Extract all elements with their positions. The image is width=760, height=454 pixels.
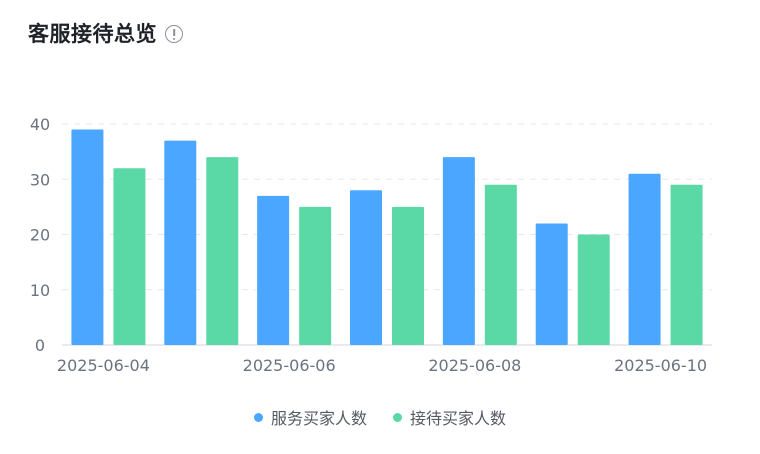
bar-received-buyers-2025-06-08[interactable] (484, 184, 517, 345)
info-icon[interactable] (165, 25, 183, 43)
bar-service-buyers-2025-06-06[interactable] (257, 195, 290, 345)
legend-dot-service-buyers (253, 412, 263, 422)
bar-service-buyers-2025-06-04[interactable] (71, 129, 104, 345)
x-tick-label-2025-06-04: 2025-06-04 (57, 356, 150, 375)
bar-received-buyers-2025-06-09[interactable] (577, 234, 610, 346)
y-tick-label-30: 30 (30, 170, 50, 189)
bar-received-buyers-2025-06-07[interactable] (392, 206, 424, 345)
x-tick-label-2025-06-10: 2025-06-10 (614, 356, 707, 375)
legend-item-service-buyers[interactable]: 服务买家人数 (253, 405, 367, 429)
chart-legend: 服务买家人数 接待买家人数 (0, 405, 760, 429)
x-tick-label-2025-06-06: 2025-06-06 (243, 356, 336, 375)
bar-service-buyers-2025-06-07[interactable] (350, 190, 382, 345)
legend-item-received-buyers[interactable]: 接待买家人数 (393, 405, 506, 429)
y-tick-label-40: 40 (30, 115, 50, 134)
legend-label-received-buyers: 接待买家人数 (410, 409, 507, 428)
legend-label-service-buyers: 服务买家人数 (270, 409, 367, 428)
bar-received-buyers-2025-06-05[interactable] (206, 157, 239, 345)
bar-received-buyers-2025-06-04[interactable] (113, 168, 146, 345)
bar-service-buyers-2025-06-10[interactable] (628, 173, 661, 345)
bar-received-buyers-2025-06-06[interactable] (299, 206, 332, 345)
x-tick-label-2025-06-08: 2025-06-08 (428, 356, 521, 375)
legend-dot-received-buyers (393, 412, 402, 422)
chart-title: 客服接待总览 (28, 22, 157, 46)
chart-header: 客服接待总览 (28, 18, 183, 48)
bar-service-buyers-2025-06-05[interactable] (164, 140, 197, 345)
bar-service-buyers-2025-06-08[interactable] (442, 157, 475, 345)
bar-service-buyers-2025-06-09[interactable] (535, 223, 568, 345)
y-tick-label-0: 0 (35, 336, 45, 355)
bar-received-buyers-2025-06-10[interactable] (670, 184, 703, 345)
y-tick-label-20: 20 (30, 226, 50, 245)
y-tick-label-10: 10 (30, 281, 50, 300)
